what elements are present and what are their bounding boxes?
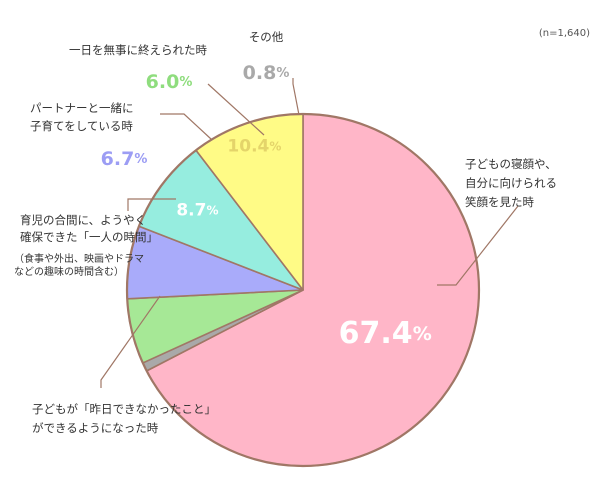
- category-label-4: 一日を無事に終えられた時: [69, 43, 207, 57]
- category-label-0-line-0: 子どもの寝顔や、: [465, 157, 557, 171]
- leader-line-1: [100, 295, 161, 388]
- category-label-0-line-1: 自分に向けられる: [465, 176, 557, 190]
- pct-unit-5: %: [276, 66, 289, 81]
- pct-label-0: 67.4%: [339, 315, 432, 350]
- category-sublabel-2: （食事や外出、映画やドラマなどの趣味の時間含む）: [14, 252, 144, 278]
- pct-label-2: 8.7%: [176, 201, 218, 221]
- pct-value-4: 6.0: [146, 71, 180, 93]
- pct-label-5: 0.8%: [243, 62, 290, 84]
- pct-unit-3: %: [134, 152, 147, 167]
- category-label-3: パートナーと一緒に子育てをしている時: [30, 101, 134, 133]
- pct-label-4: 6.0%: [146, 71, 193, 93]
- pct-value-5: 0.8: [243, 62, 277, 84]
- category-sublabel-2-line-0: （食事や外出、映画やドラマ: [14, 252, 144, 265]
- category-label-5-line-0: その他: [249, 30, 284, 44]
- category-label-2-line-1: 確保できた「一人の時間」: [20, 230, 158, 244]
- pie-outline: [125, 112, 481, 468]
- category-label-1-line-0: 子どもが「昨日できなかったこと」: [32, 402, 216, 416]
- pct-label-1: 10.4%: [227, 137, 281, 157]
- pct-value-2: 8.7: [176, 201, 206, 221]
- category-label-2: 育児の合間に、ようやく確保できた「一人の時間」: [20, 213, 158, 244]
- pct-unit-1: %: [269, 139, 281, 153]
- category-sublabel-2-line-1: などの趣味の時間含む）: [14, 265, 124, 278]
- category-label-5: その他: [249, 30, 284, 44]
- category-label-1-line-1: ができるようになった時: [32, 421, 159, 435]
- leader-line-2: [127, 198, 176, 211]
- pct-unit-2: %: [206, 203, 218, 217]
- pct-unit-0: %: [413, 322, 432, 344]
- leader-line-5: [292, 78, 300, 116]
- category-label-2-line-0: 育児の合間に、ようやく: [20, 213, 146, 227]
- slices-group: [125, 112, 481, 468]
- leader-line-4: [207, 83, 265, 136]
- leader-line-0: [437, 205, 519, 286]
- pct-value-3: 6.7: [101, 148, 135, 170]
- pct-label-3: 6.7%: [101, 148, 148, 170]
- category-label-3-line-1: 子育てをしている時: [30, 119, 133, 133]
- category-label-1: 子どもが「昨日できなかったこと」ができるようになった時: [32, 402, 216, 435]
- sample-size-note: (n=1,640): [539, 28, 590, 39]
- pct-unit-4: %: [179, 75, 192, 90]
- category-label-4-line-0: 一日を無事に終えられた時: [69, 43, 207, 57]
- pct-value-0: 67.4: [339, 315, 413, 350]
- category-label-0-line-2: 笑顔を見た時: [465, 195, 534, 209]
- category-label-3-line-0: パートナーと一緒に: [30, 101, 134, 115]
- pct-value-1: 10.4: [227, 137, 269, 157]
- category-label-0: 子どもの寝顔や、自分に向けられる笑顔を見た時: [465, 157, 557, 209]
- leader-line-3: [160, 113, 212, 140]
